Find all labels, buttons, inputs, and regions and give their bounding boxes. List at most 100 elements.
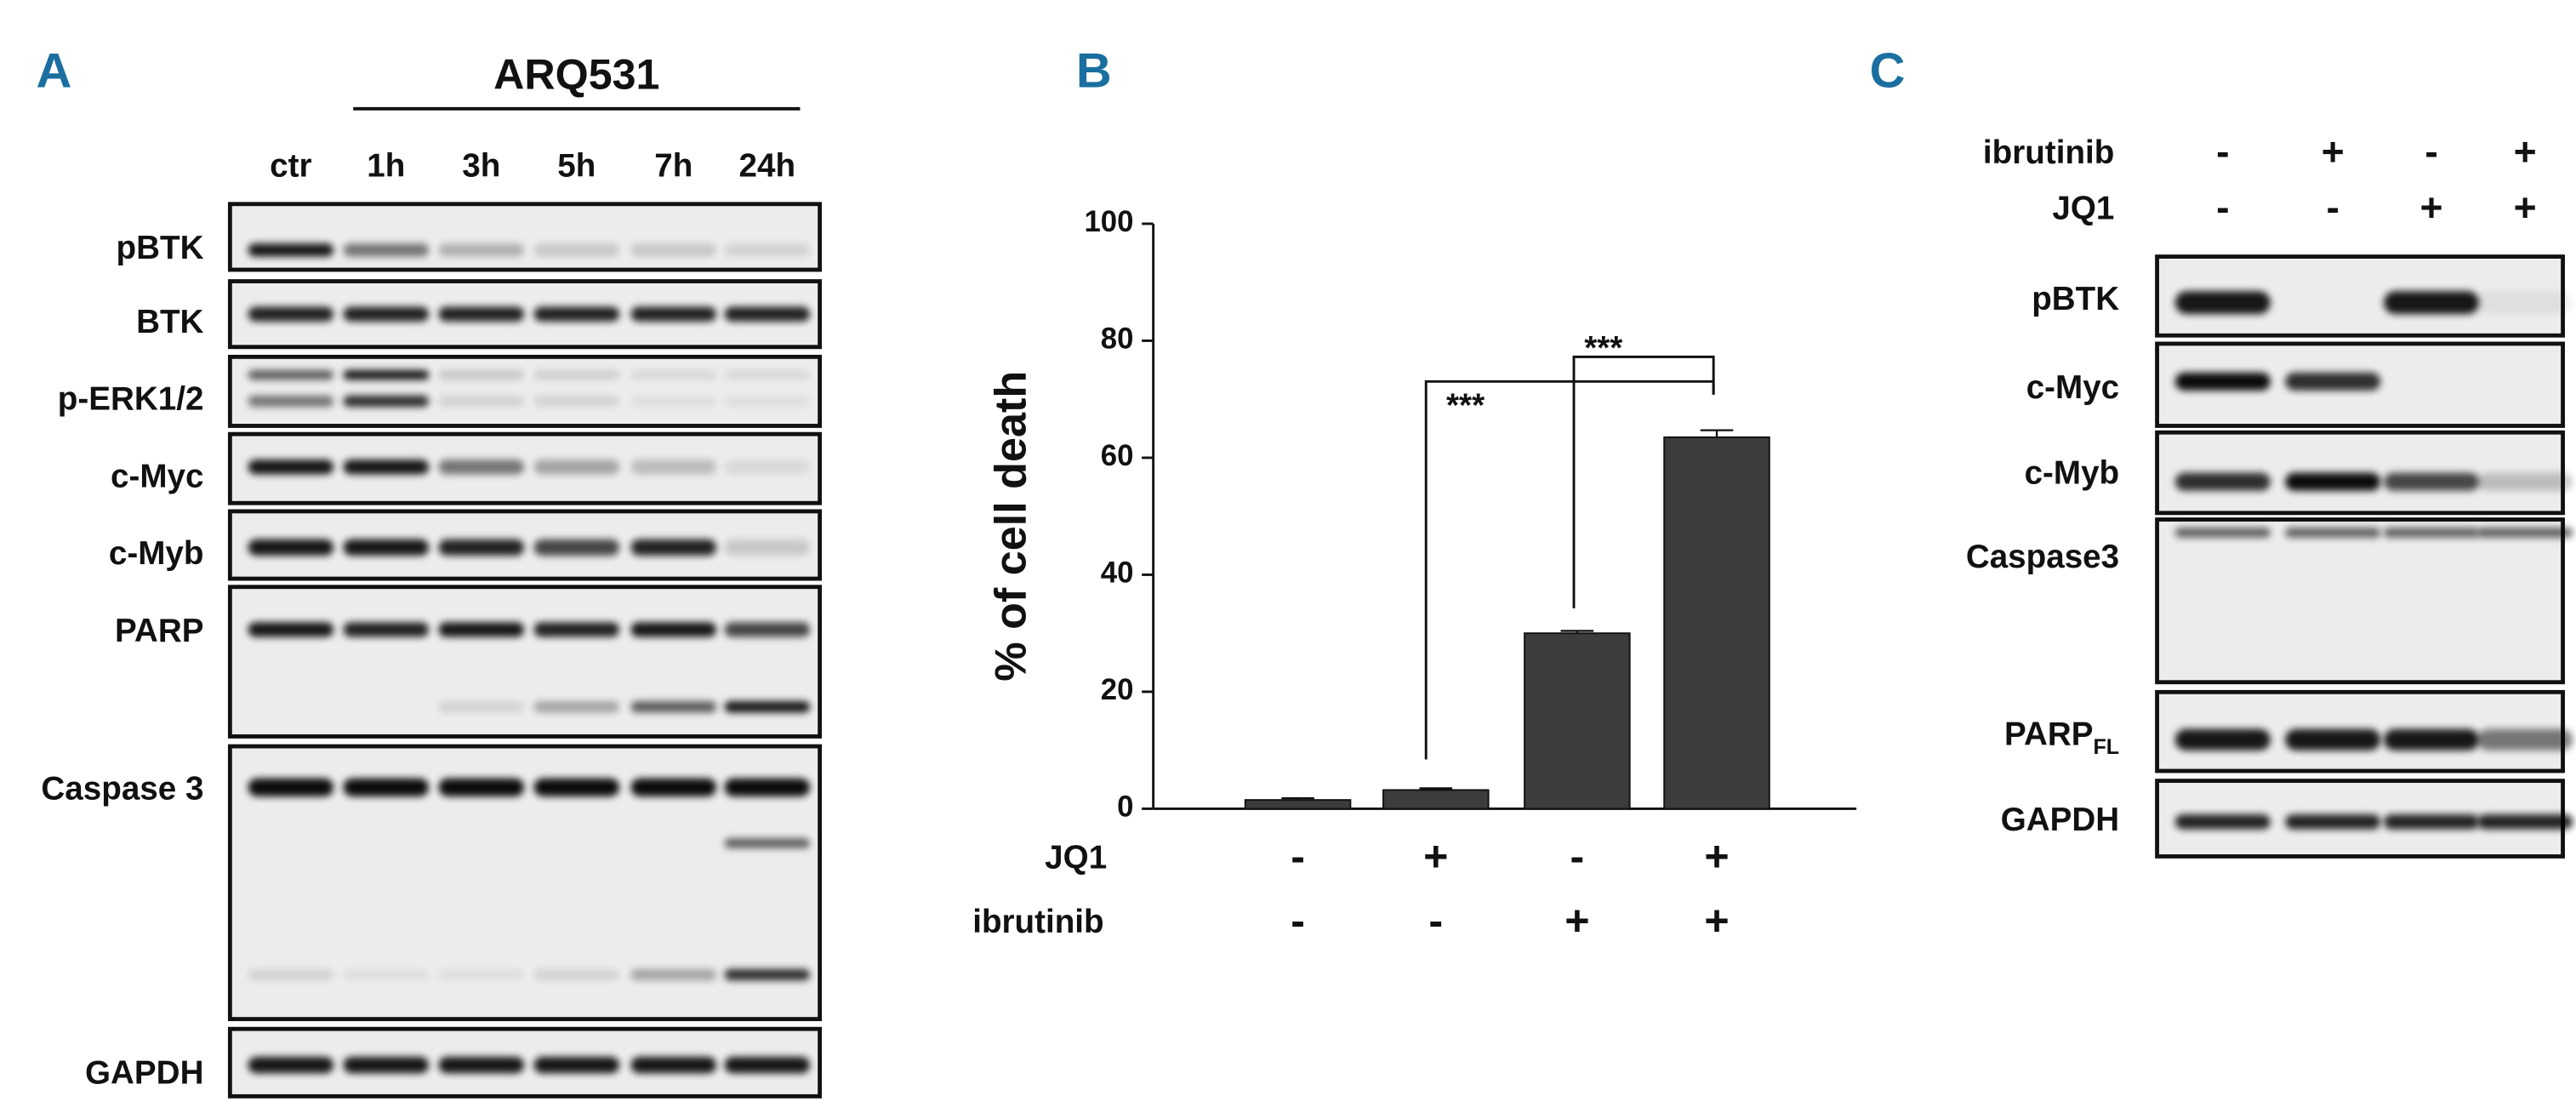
band (630, 968, 716, 981)
y-tick-label: 20 (1101, 674, 1134, 706)
band (533, 243, 620, 257)
condition-label: ibrutinib (1983, 134, 2114, 171)
row-label: pBTK (117, 230, 204, 266)
panel-letter: A (36, 44, 71, 99)
band (438, 700, 525, 713)
band (343, 369, 430, 380)
band (724, 838, 811, 848)
band (248, 369, 334, 380)
condition-label: ibrutinib (972, 904, 1103, 940)
band (2384, 528, 2480, 538)
band (248, 459, 334, 475)
band (2285, 372, 2381, 391)
band (438, 369, 525, 380)
band (248, 243, 334, 257)
condition-sign: + (1564, 897, 1589, 945)
condition-sign: + (2514, 129, 2537, 174)
band (343, 395, 430, 408)
band (438, 306, 525, 322)
band (343, 622, 430, 637)
row-label: PARP (115, 613, 203, 649)
row-label: c-Myb (109, 535, 204, 572)
band (2174, 372, 2271, 391)
row-label: GAPDH (85, 1054, 203, 1091)
band (724, 395, 811, 408)
condition-sign: + (1704, 833, 1729, 881)
band (438, 968, 525, 981)
band (533, 369, 620, 380)
blot (2155, 517, 2565, 685)
condition-sign: - (1570, 833, 1585, 881)
lane-label: 7h (654, 147, 692, 184)
row-label: Caspase3 (1966, 539, 2119, 575)
band (2285, 814, 2381, 830)
row-label: Caspase 3 (41, 770, 203, 807)
band (248, 622, 334, 637)
band (724, 459, 811, 475)
band (2174, 291, 2271, 315)
panel-letter: C (1870, 44, 1906, 99)
bar (1663, 436, 1770, 810)
band (724, 622, 811, 637)
condition-sign: + (1704, 897, 1729, 945)
y-tick-label: 100 (1084, 206, 1133, 238)
band (630, 622, 716, 637)
band (248, 968, 334, 981)
band (2174, 528, 2271, 538)
band (724, 243, 811, 257)
band (533, 459, 620, 475)
row-label: BTK (136, 304, 203, 340)
band (2285, 528, 2381, 538)
band (2477, 814, 2573, 830)
band (2477, 728, 2573, 751)
panel-letter: B (1076, 44, 1112, 99)
band (438, 539, 525, 556)
band (533, 968, 620, 981)
band (630, 1057, 716, 1074)
band (343, 539, 430, 556)
significance-label: *** (1446, 387, 1485, 424)
band (343, 459, 430, 475)
row-label: p-ERK1/2 (58, 381, 204, 418)
band (533, 700, 620, 713)
lane-label: 5h (557, 147, 596, 184)
band (2384, 472, 2480, 491)
band (630, 243, 716, 257)
row-label-subscript: FL (2093, 735, 2119, 759)
error-bar (1700, 429, 1734, 437)
band (2384, 291, 2480, 315)
blot (227, 202, 823, 272)
row-label: pBTK (2032, 281, 2119, 317)
band (533, 778, 620, 796)
bar (1382, 789, 1490, 810)
row-label: c-Myc (111, 458, 203, 494)
bar (1524, 632, 1631, 810)
condition-sign: - (1428, 897, 1443, 945)
band (630, 778, 716, 796)
band (248, 539, 334, 556)
band (248, 778, 334, 796)
condition-label: JQ1 (1045, 839, 1107, 876)
significance-label: *** (1584, 330, 1622, 367)
blot (227, 585, 823, 739)
band (438, 622, 525, 637)
band (724, 306, 811, 322)
band (343, 306, 430, 322)
significance-brackets (1424, 355, 1715, 760)
band (438, 395, 525, 408)
row-label-main: PARP (2004, 716, 2093, 753)
band (724, 700, 811, 713)
band (533, 1057, 620, 1074)
y-tick-label: 40 (1101, 557, 1134, 590)
row-label: c-Myb (2025, 455, 2120, 492)
row-label: GAPDH (2001, 802, 2119, 838)
band (533, 622, 620, 637)
condition-sign: + (2514, 186, 2537, 230)
band (630, 459, 716, 475)
band (2384, 814, 2480, 830)
band (2477, 472, 2573, 491)
band (630, 700, 716, 713)
band (2477, 291, 2573, 315)
